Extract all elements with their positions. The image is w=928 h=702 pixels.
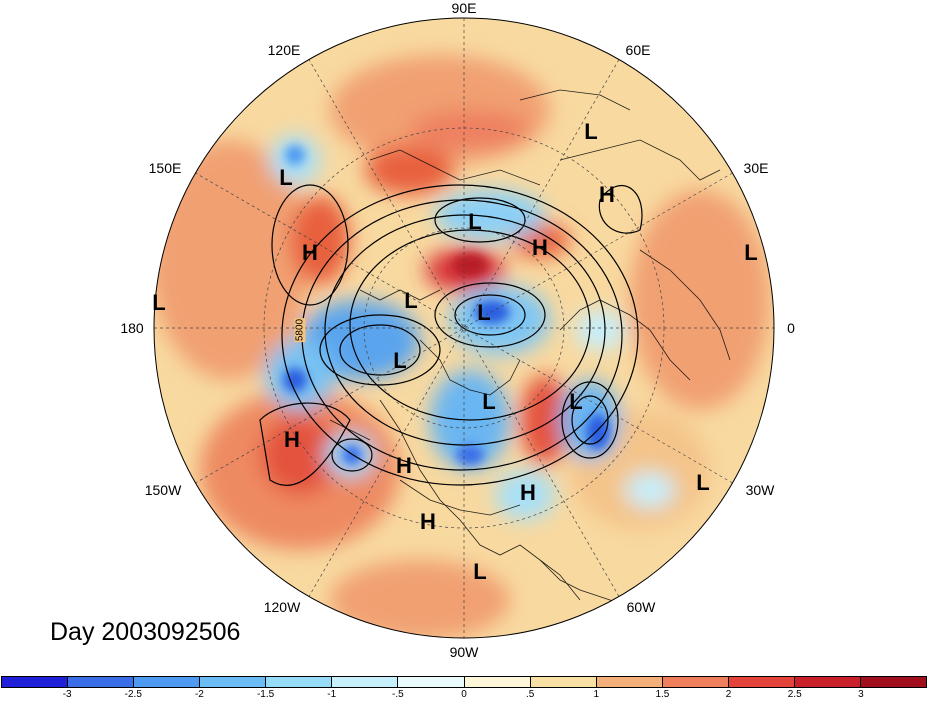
colorbar-tick-label: -1 bbox=[327, 689, 337, 700]
low-marker: L bbox=[404, 288, 418, 313]
low-marker: L bbox=[152, 290, 166, 315]
polar-stereographic-map bbox=[153, 17, 775, 639]
colorbar-swatch bbox=[728, 677, 795, 687]
date-title: Day 2003092506 bbox=[50, 618, 241, 646]
lon-label-180: 180 bbox=[120, 320, 144, 336]
colorbar-tick-label: -2.5 bbox=[124, 689, 142, 700]
lon-label-60w: 60W bbox=[626, 599, 656, 615]
colorbar-tick-label: 1 bbox=[593, 689, 600, 700]
low-marker: L bbox=[393, 348, 407, 373]
colorbar-swatch bbox=[200, 677, 267, 687]
colorbar-swatch bbox=[266, 677, 333, 687]
lon-label-30e: 30E bbox=[743, 160, 769, 176]
lon-label-150w: 150W bbox=[144, 482, 182, 498]
graticule bbox=[154, 18, 774, 638]
high-marker: H bbox=[599, 182, 615, 207]
low-marker: L bbox=[482, 389, 496, 414]
anomaly-field bbox=[154, 18, 774, 638]
lon-label-150e: 150E bbox=[148, 160, 182, 176]
map-boundary bbox=[153, 17, 775, 639]
low-marker: L bbox=[696, 470, 710, 495]
colorbar-tick-label: -.5 bbox=[392, 689, 404, 700]
colorbar-swatch bbox=[662, 677, 729, 687]
low-marker: L bbox=[279, 165, 293, 190]
lon-label-90w: 90W bbox=[449, 644, 479, 660]
colorbar-tick-label: 1.5 bbox=[655, 689, 670, 700]
low-marker: L bbox=[744, 240, 758, 265]
colorbar-swatch bbox=[464, 677, 531, 687]
high-marker: H bbox=[420, 509, 436, 534]
colorbar-swatch bbox=[596, 677, 663, 687]
high-marker: H bbox=[520, 480, 536, 505]
colorbar-swatch bbox=[530, 677, 597, 687]
colorbar-tick-label: 2.5 bbox=[787, 689, 802, 700]
colorbar-swatch bbox=[134, 677, 201, 687]
lon-label-30w: 30W bbox=[745, 482, 775, 498]
colorbar-tick-label: -3 bbox=[62, 689, 72, 700]
colorbar-swatch bbox=[398, 677, 465, 687]
polar-map: 90E 60E 30E 0 30W 60W 90W 120W 150W 180 … bbox=[120, 0, 795, 660]
lon-label-120w: 120W bbox=[263, 599, 301, 615]
low-marker: L bbox=[468, 209, 482, 234]
high-marker: H bbox=[396, 453, 412, 478]
colorbar-tick-label: 2 bbox=[725, 689, 732, 700]
high-marker: H bbox=[532, 235, 548, 260]
high-marker: H bbox=[302, 240, 318, 265]
low-marker: L bbox=[584, 119, 598, 144]
colorbar-tick-label: -1.5 bbox=[256, 689, 275, 700]
lon-label-60e: 60E bbox=[625, 42, 651, 58]
colorbar-swatch bbox=[332, 677, 399, 687]
geopotential-contours bbox=[259, 184, 643, 486]
colorbar-swatch bbox=[68, 677, 135, 687]
low-marker: L bbox=[477, 300, 491, 325]
colorbar bbox=[1, 676, 927, 688]
low-marker: L bbox=[569, 389, 583, 414]
high-marker: H bbox=[284, 427, 300, 452]
low-marker: L bbox=[473, 559, 487, 584]
colorbar-tick-label: .5 bbox=[525, 689, 535, 700]
colorbar-swatch bbox=[861, 677, 927, 687]
colorbar-swatch bbox=[2, 677, 69, 687]
lon-label-0: 0 bbox=[787, 320, 795, 336]
colorbar-tick-label: 0 bbox=[461, 689, 467, 700]
lon-label-90e: 90E bbox=[451, 0, 477, 16]
colorbar-tick-label: -2 bbox=[194, 689, 204, 700]
contour-label-5800: 5800 bbox=[294, 317, 306, 343]
lon-label-120e: 120E bbox=[267, 42, 301, 58]
colorbar-swatch bbox=[794, 677, 862, 687]
colorbar-tick-label: 3 bbox=[858, 689, 864, 700]
